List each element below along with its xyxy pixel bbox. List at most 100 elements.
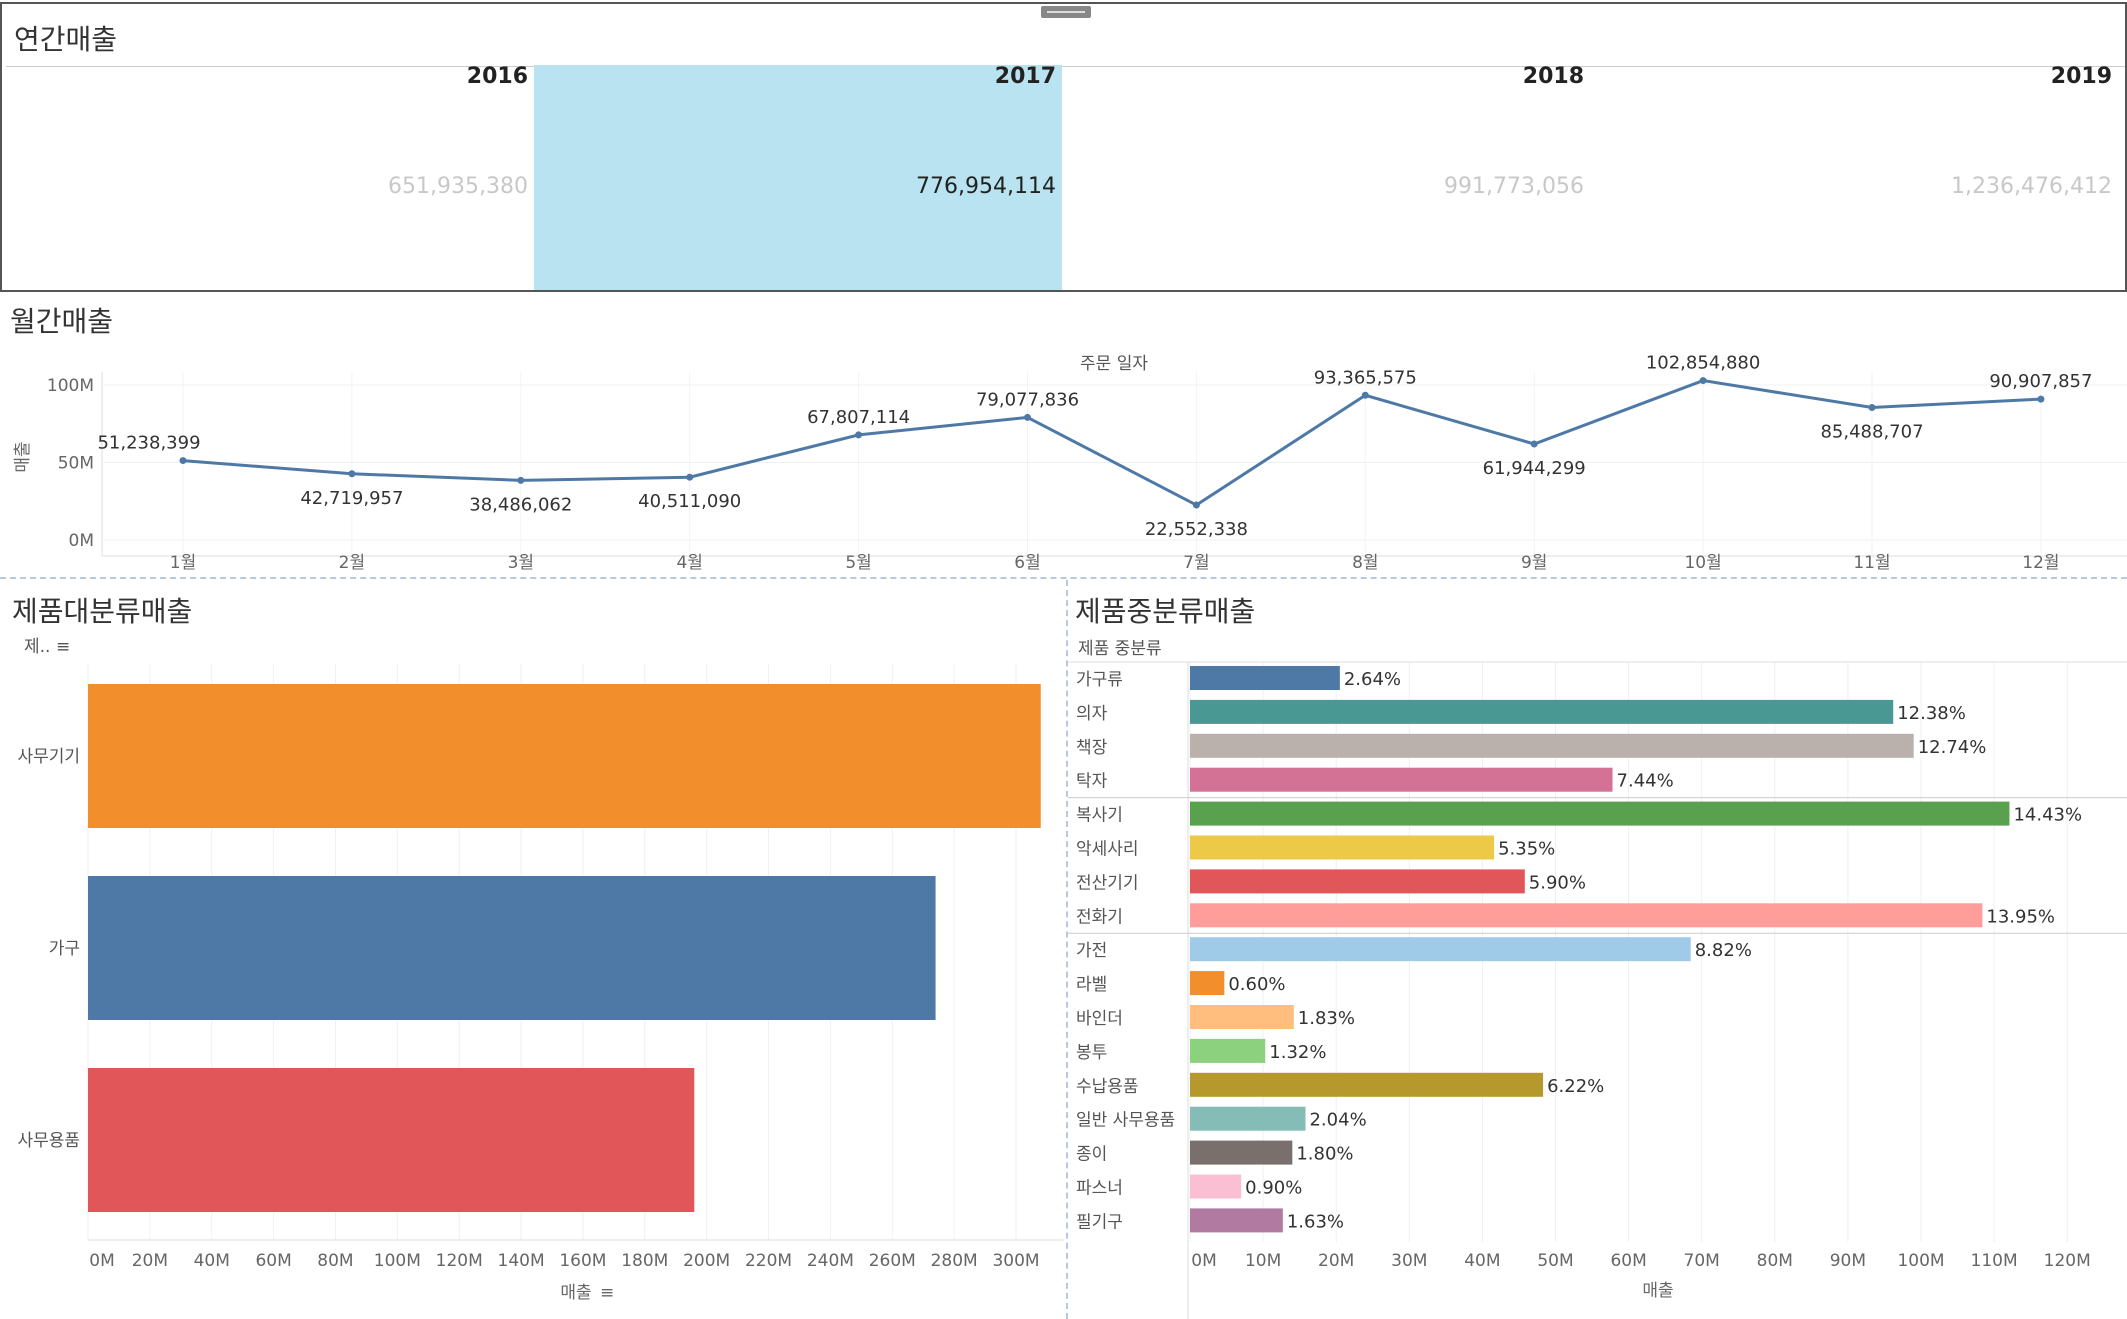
subcategory-bar[interactable] [1190,767,1613,792]
monthly-sales-title: 월간매출 [10,305,114,338]
subcategory-bar[interactable] [1190,903,1983,928]
monthly-data-point[interactable] [179,457,187,465]
subcategory-row-label: 봉투 [1076,1043,1107,1063]
annual-sales-value: 1,236,476,412 [1951,174,2112,199]
annual-year-cell-2016[interactable]: 2016 651,935,380 [6,4,534,290]
subcategory-x-tick-label: 90M [1830,1251,1866,1271]
subcategory-pct-label: 14.43% [2013,805,2082,826]
monthly-value-label: 38,486,062 [469,494,572,515]
subcategory-pct-label: 0.90% [1245,1178,1302,1199]
subcategory-sales-panel: 제품중분류매출 제품 중분류 0M 10M 20M 30M 40M 50M 60M 70M 80M… [1068,580,2127,1319]
subcategory-row-label: 전산기기 [1076,873,1139,893]
monthly-x-tick-label: 9월 [1521,553,1547,573]
monthly-data-point[interactable] [1530,440,1538,448]
subcategory-row-label: 필기구 [1076,1212,1123,1232]
subcategory-bar[interactable] [1190,1208,1283,1233]
monthly-data-point[interactable] [686,473,694,481]
sort-icon[interactable]: ≡ [56,637,70,657]
category-x-tick-label: 60M [255,1251,291,1271]
subcategory-x-tick-label: 60M [1610,1251,1646,1271]
monthly-data-point[interactable] [855,431,863,439]
dashboard-divider-vertical [1066,580,1068,1319]
category-x-tick-label: 140M [498,1251,545,1271]
monthly-value-label: 40,511,090 [638,491,741,512]
monthly-data-point[interactable] [1361,391,1369,399]
monthly-x-tick-label: 6월 [1014,553,1040,573]
annual-sales-value: 776,954,114 [916,174,1056,199]
subcategory-pct-label: 12.74% [1918,737,1987,758]
subcategory-bar[interactable] [1190,1072,1544,1097]
subcategory-bar[interactable] [1190,801,2010,826]
subcategory-pct-label: 6.22% [1547,1076,1604,1097]
monthly-value-label: 61,944,299 [1483,458,1586,479]
annual-year-cell-2017[interactable]: 2017 776,954,114 [534,4,1062,290]
category-row-label: 가구 [49,939,80,959]
subcategory-pct-label: 1.32% [1269,1042,1326,1063]
category-x-tick-label: 160M [559,1251,606,1271]
category-x-tick-label: 100M [374,1251,421,1271]
subcategory-row-label: 의자 [1076,704,1108,724]
monthly-x-tick-label: 11월 [1853,553,1890,573]
subcategory-pct-label: 5.90% [1529,872,1586,893]
subcategory-sales-title: 제품중분류매출 [1075,595,1256,628]
category-row-label: 사무용품 [17,1131,80,1151]
annual-year-label: 2019 [2050,64,2112,89]
monthly-x-tick-label: 5월 [845,553,871,573]
monthly-sales-series-line [182,379,2041,507]
subcategory-row-label: 복사기 [1076,806,1123,826]
subcategory-row-label: 책장 [1076,738,1108,758]
subcategory-x-tick-label: 70M [1684,1251,1720,1271]
monthly-x-tick-label: 10월 [1684,553,1721,573]
monthly-x-tick-label: 3월 [508,553,534,573]
dashboard-divider-horizontal [0,577,2127,579]
monthly-data-point[interactable] [1868,403,1876,411]
monthly-sales-line-chart: 주문 일자 100M 50M 0M 매출 51,238,399 1월 42,719,957 2월… [13,353,2127,573]
subcategory-pct-label: 0.60% [1228,974,1285,995]
subcategory-bar[interactable] [1190,937,1691,962]
subcategory-bar[interactable] [1190,733,1914,758]
category-bar[interactable] [88,876,936,1020]
subcategory-pct-label: 2.04% [1309,1110,1366,1131]
monthly-value-label: 42,719,957 [300,488,403,509]
monthly-data-point[interactable] [348,470,356,478]
monthly-data-point[interactable] [1024,413,1031,421]
resize-handle-icon[interactable] [1041,6,1091,18]
monthly-x-tick-label: 12월 [2022,553,2059,573]
category-x-tick-label: 200M [683,1251,730,1271]
monthly-data-point[interactable] [2037,395,2045,403]
subcategory-bar[interactable] [1190,1140,1293,1165]
subcategory-bar[interactable] [1190,1106,1306,1131]
subcategory-bar[interactable] [1190,1038,1266,1063]
subcategory-bar[interactable] [1190,869,1525,894]
category-x-tick-label: 120M [436,1251,483,1271]
subcategory-x-tick-label: 80M [1757,1251,1793,1271]
annual-sales-value: 651,935,380 [388,174,528,199]
subcategory-x-tick-label: 40M [1464,1251,1500,1271]
subcategory-bar[interactable] [1190,666,1340,690]
annual-year-label: 2018 [1522,64,1584,89]
monthly-x-tick-label: 8월 [1352,553,1378,573]
subcategory-bar[interactable] [1190,835,1495,860]
subcategory-row-label: 가전 [1076,941,1107,961]
monthly-data-point[interactable] [1699,377,1707,385]
subcategory-row-label: 종이 [1076,1145,1107,1165]
subcategory-bar[interactable] [1190,1005,1294,1029]
category-bar[interactable] [88,1068,695,1212]
annual-year-cell-2018[interactable]: 2018 991,773,056 [1062,4,1590,290]
subcategory-row-label: 가구류 [1076,670,1123,690]
monthly-x-tick-label: 1월 [170,553,196,573]
subcategory-pct-label: 1.83% [1298,1008,1355,1029]
subcategory-row-label: 일반 사무용품 [1076,1111,1175,1131]
subcategory-bar[interactable] [1190,1174,1242,1199]
category-bar[interactable] [88,684,1041,828]
monthly-value-label: 79,077,836 [976,389,1079,410]
annual-year-cell-2019[interactable]: 2019 1,236,476,412 [1590,4,2118,290]
subcategory-x-axis-title: 매출 [1642,1281,1673,1301]
sort-icon[interactable]: ≡ [600,1283,614,1303]
subcategory-bar[interactable] [1190,699,1894,724]
subcategory-x-tick-label: 0M [1191,1251,1216,1271]
subcategory-row-label: 악세사리 [1076,840,1139,860]
monthly-data-point[interactable] [517,476,525,484]
subcategory-bar[interactable] [1190,971,1225,996]
monthly-data-point[interactable] [1192,501,1200,509]
